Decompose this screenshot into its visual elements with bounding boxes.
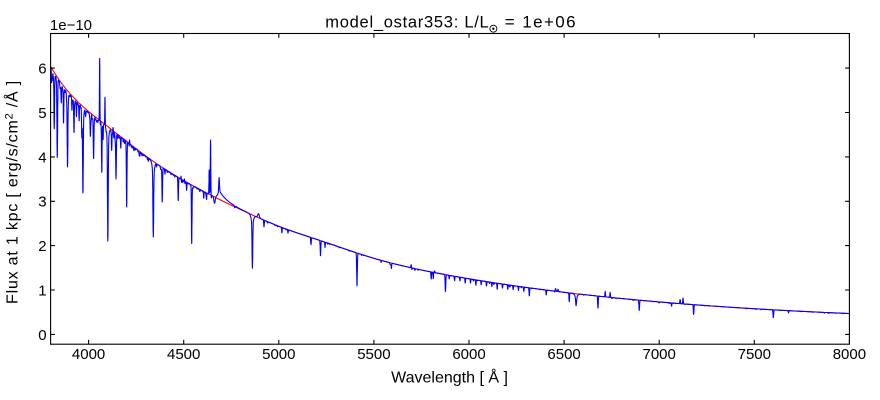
- svg-text:6: 6: [38, 61, 46, 78]
- svg-text:4500: 4500: [167, 346, 200, 363]
- svg-text:1: 1: [38, 282, 46, 299]
- svg-text:0: 0: [38, 327, 46, 344]
- svg-text:1e−10: 1e−10: [50, 17, 92, 34]
- svg-text:7500: 7500: [738, 346, 771, 363]
- svg-text:Wavelength [ Å ]: Wavelength [ Å ]: [391, 367, 508, 386]
- svg-text:= 1e+06: = 1e+06: [505, 13, 577, 32]
- svg-text:6000: 6000: [452, 346, 485, 363]
- svg-text:5000: 5000: [262, 346, 295, 363]
- svg-text:model_ostar353: L/L: model_ostar353: L/L: [325, 14, 489, 32]
- svg-text:4000: 4000: [72, 346, 105, 363]
- svg-text:6500: 6500: [547, 346, 580, 363]
- svg-text:8000: 8000: [833, 346, 866, 363]
- svg-text:7000: 7000: [643, 346, 676, 363]
- svg-text:4: 4: [38, 149, 46, 166]
- svg-text:3: 3: [38, 194, 46, 211]
- svg-text:5500: 5500: [357, 346, 390, 363]
- svg-text:5: 5: [38, 105, 46, 122]
- svg-text:2: 2: [38, 238, 46, 255]
- svg-text:Flux at 1 kpc [ erg/s/cm2 /Å ]: Flux at 1 kpc [ erg/s/cm2 /Å ]: [3, 80, 22, 304]
